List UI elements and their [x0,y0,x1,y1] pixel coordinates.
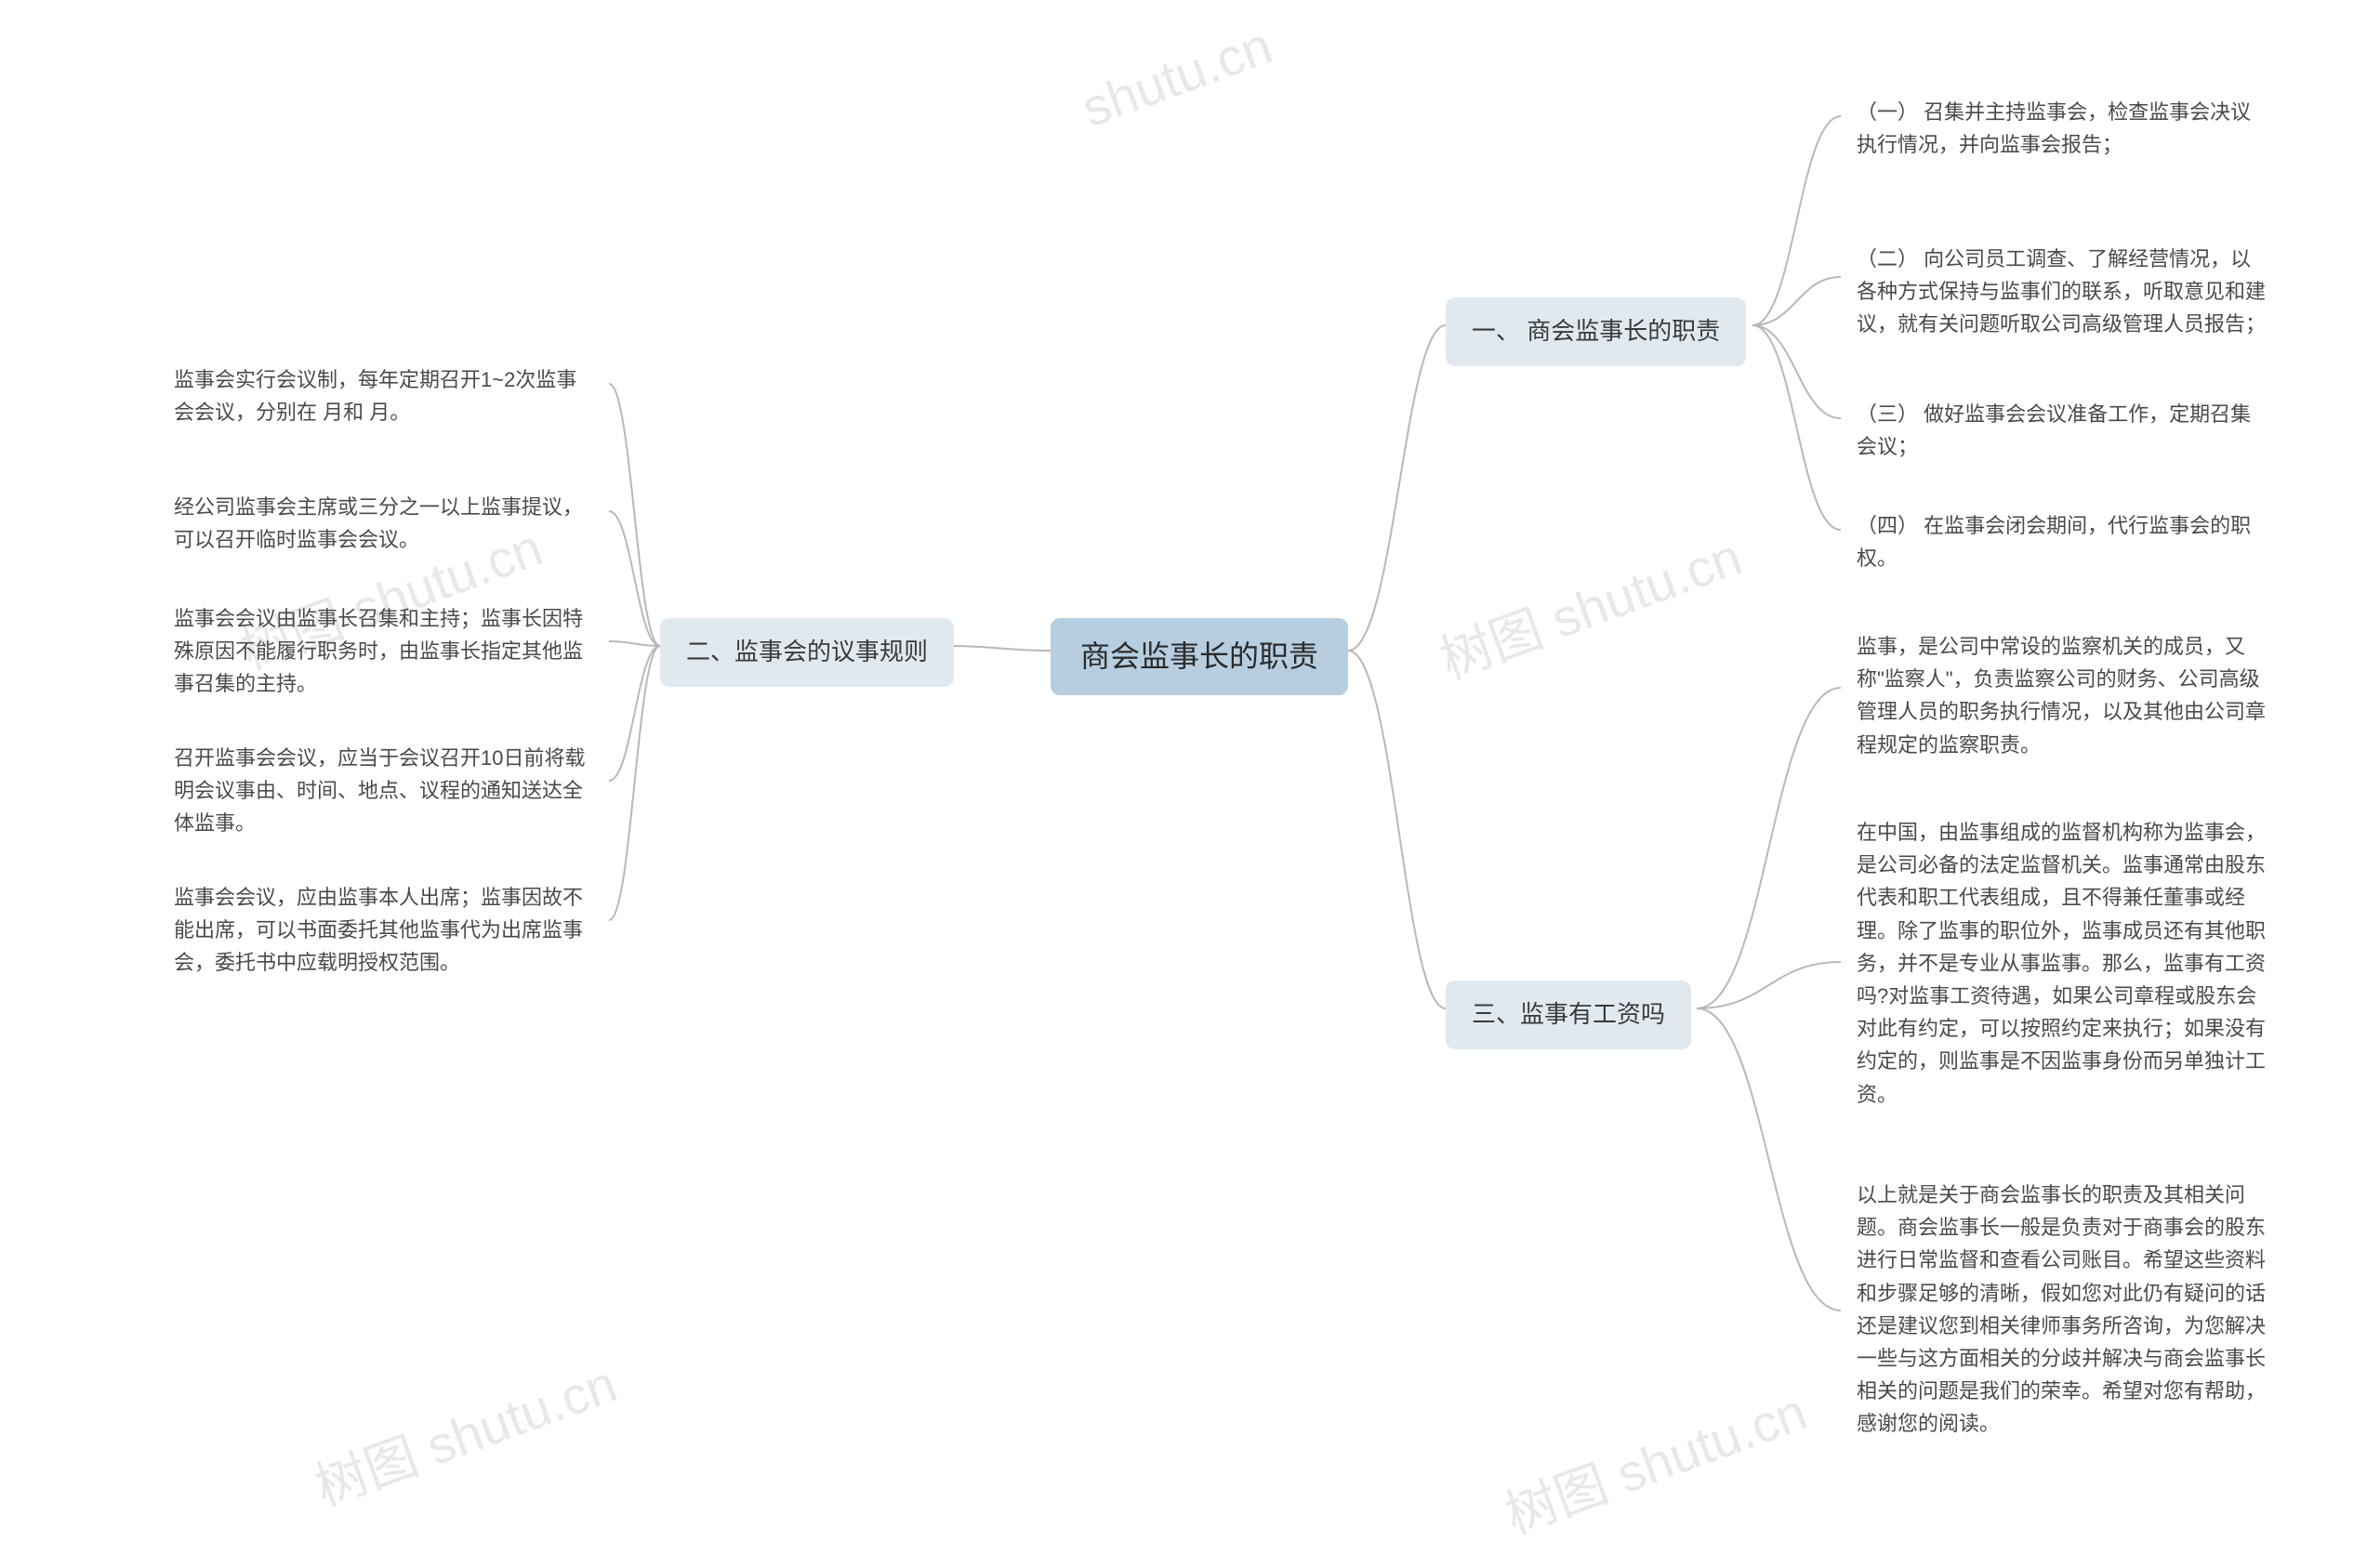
mindmap-leaf: 召开监事会会议，应当于会议召开10日前将载明会议事由、时间、地点、议程的通知送达… [163,734,600,848]
mindmap-branch-node: 一、 商会监事长的职责 [1446,297,1746,366]
mindmap-leaf: 监事，是公司中常设的监察机关的成员，又称"监察人"，负责监察公司的财务、公司高级… [1845,623,2282,769]
watermark: 树图 shutu.cn [1493,1370,1816,1548]
mindmap-leaf: （四） 在监事会闭会期间，代行监事会的职权。 [1845,502,2282,582]
mindmap-branch-node: 二、监事会的议事规则 [660,618,954,687]
mindmap-leaf: 监事会会议由监事长召集和主持；监事长因特殊原因不能履行职务时，由监事长指定其他监… [163,595,600,708]
mindmap-leaf: 监事会会议，应由监事本人出席；监事因故不能出席，可以书面委托其他监事代为出席监事… [163,874,600,987]
mindmap-leaf: （三） 做好监事会会议准备工作，定期召集会议； [1845,390,2282,470]
watermark: shutu.cn [1074,15,1279,138]
mindmap-leaf: 监事会实行会议制，每年定期召开1~2次监事会会议，分别在 月和 月。 [163,356,600,436]
mindmap-branch-node: 三、监事有工资吗 [1446,981,1691,1049]
mindmap-leaf: 经公司监事会主席或三分之一以上监事提议，可以召开临时监事会会议。 [163,483,600,563]
mindmap-center-node: 商会监事长的职责 [1051,618,1348,695]
mindmap-leaf: 在中国，由监事组成的监督机构称为监事会，是公司必备的法定监督机关。监事通常由股东… [1845,809,2282,1118]
mindmap-leaf: 以上就是关于商会监事长的职责及其相关问题。商会监事长一般是负责对于商事会的股东进… [1845,1171,2282,1448]
watermark: 树图 shutu.cn [1428,515,1751,693]
watermark: 树图 shutu.cn [303,1342,626,1521]
mindmap-leaf: （一） 召集并主持监事会，检查监事会决议执行情况，并向监事会报告； [1845,88,2282,168]
mindmap-leaf: （二） 向公司员工调查、了解经营情况，以各种方式保持与监事们的联系，听取意见和建… [1845,235,2282,349]
